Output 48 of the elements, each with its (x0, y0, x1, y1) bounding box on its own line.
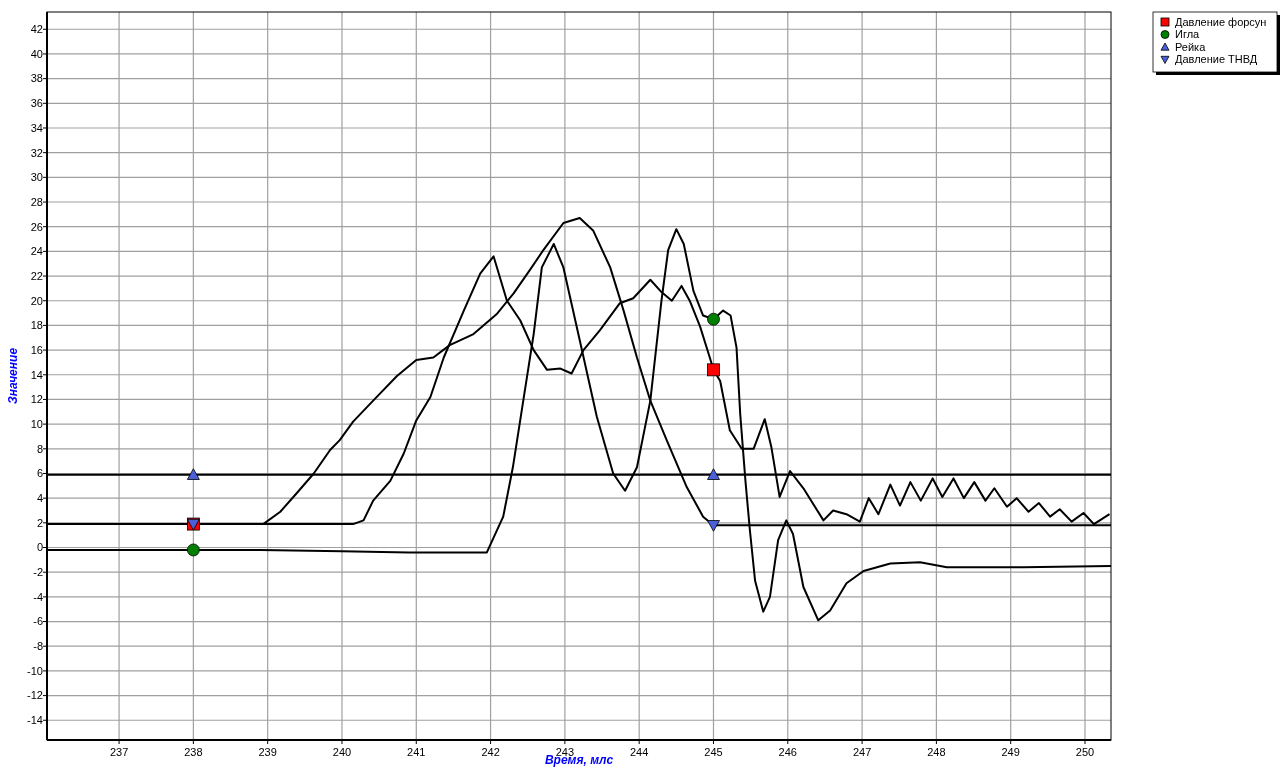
y-tick-label: 30 (30, 171, 43, 184)
x-tick-label: 248 (927, 746, 946, 758)
y-tick-label: 18 (30, 319, 43, 332)
y-tick-label: 12 (30, 393, 43, 406)
x-tick-label: 240 (332, 746, 352, 758)
y-tick-label: 8 (36, 442, 43, 455)
x-tick-label: 250 (1075, 746, 1095, 758)
y-tick-label: 38 (30, 72, 43, 85)
y-tick-label: 24 (30, 245, 43, 258)
y-tick-label: 28 (30, 195, 43, 208)
y-axis-title: Значение (6, 347, 20, 405)
legend-label: Давление форсун (1175, 15, 1267, 28)
y-tick-label: -4 (33, 590, 43, 603)
y-tick-label: 14 (30, 368, 43, 381)
y-tick-label: -10 (27, 664, 43, 677)
x-tick-label: 245 (704, 746, 723, 758)
legend-label: Давление ТНВД (1175, 53, 1258, 66)
x-tick-label: 249 (1001, 746, 1020, 758)
y-tick-label: 4 (36, 492, 43, 505)
legend-label: Рейка (1175, 40, 1207, 53)
y-tick-label: 10 (30, 417, 43, 430)
y-tick-label: -12 (27, 689, 43, 702)
y-tick-label: -8 (33, 640, 43, 653)
x-tick-label: 246 (778, 746, 797, 758)
y-tick-label: -14 (27, 714, 43, 727)
y-tick-label: 36 (30, 97, 43, 110)
x-tick-label: 247 (852, 746, 872, 758)
x-tick-label: 243 (555, 746, 575, 758)
x-tick-label: 238 (184, 746, 203, 758)
x-tick-label: 242 (481, 746, 500, 758)
y-tick-label: -6 (33, 615, 43, 628)
y-tick-label: 32 (30, 146, 43, 159)
y-tick-label: 26 (30, 220, 43, 233)
x-tick-label: 241 (407, 746, 426, 758)
x-tick-label: 239 (258, 746, 277, 758)
y-tick-label: 2 (36, 516, 43, 529)
x-tick-label: 244 (630, 746, 649, 758)
legend-label: Игла (1175, 28, 1201, 41)
y-tick-label: 42 (30, 23, 43, 36)
y-tick-label: 20 (30, 294, 43, 307)
x-tick-label: 237 (109, 746, 129, 758)
y-tick-label: 40 (30, 47, 43, 60)
y-tick-label: 0 (36, 541, 43, 554)
y-tick-label: 22 (30, 269, 43, 282)
y-tick-label: -2 (33, 566, 43, 579)
y-tick-label: 34 (30, 121, 43, 134)
y-tick-label: 16 (30, 343, 43, 356)
y-tick-label: 6 (36, 467, 43, 480)
